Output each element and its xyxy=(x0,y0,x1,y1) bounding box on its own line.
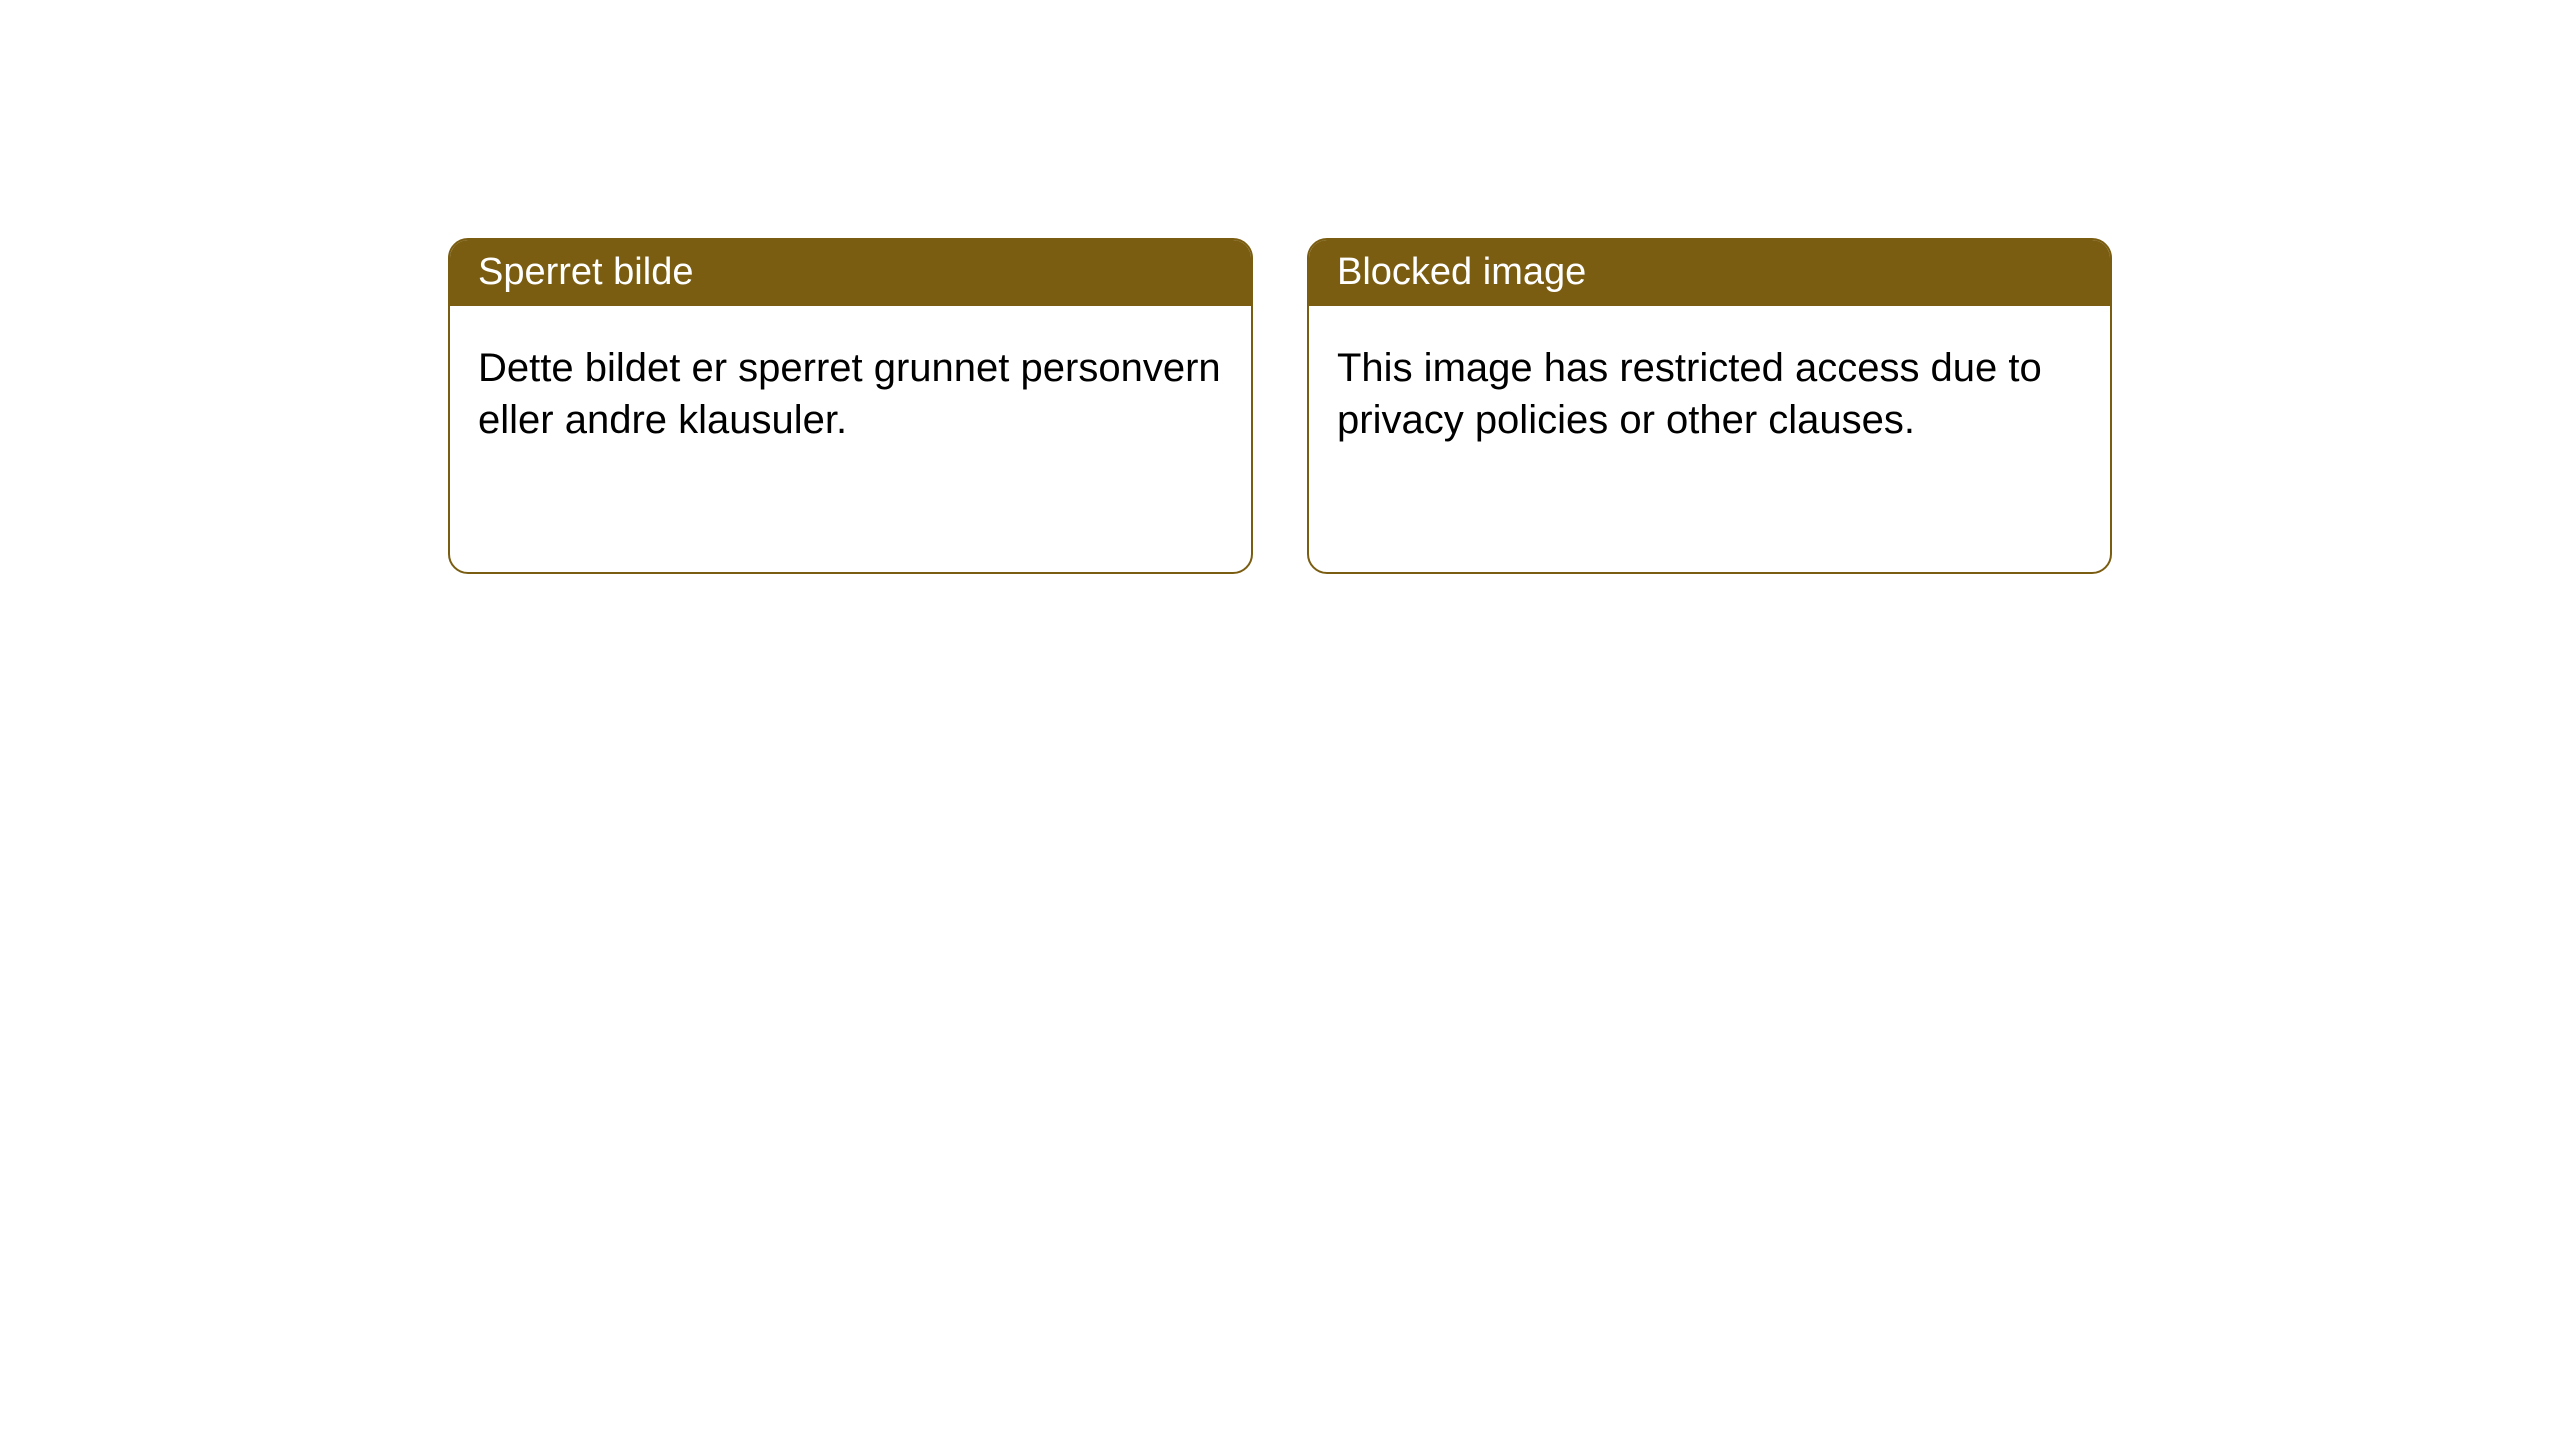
notice-header: Sperret bilde xyxy=(450,240,1251,306)
notice-card-english: Blocked image This image has restricted … xyxy=(1307,238,2112,574)
notice-container: Sperret bilde Dette bildet er sperret gr… xyxy=(0,0,2560,574)
notice-body: Dette bildet er sperret grunnet personve… xyxy=(450,306,1251,482)
notice-header: Blocked image xyxy=(1309,240,2110,306)
notice-body: This image has restricted access due to … xyxy=(1309,306,2110,482)
notice-card-norwegian: Sperret bilde Dette bildet er sperret gr… xyxy=(448,238,1253,574)
